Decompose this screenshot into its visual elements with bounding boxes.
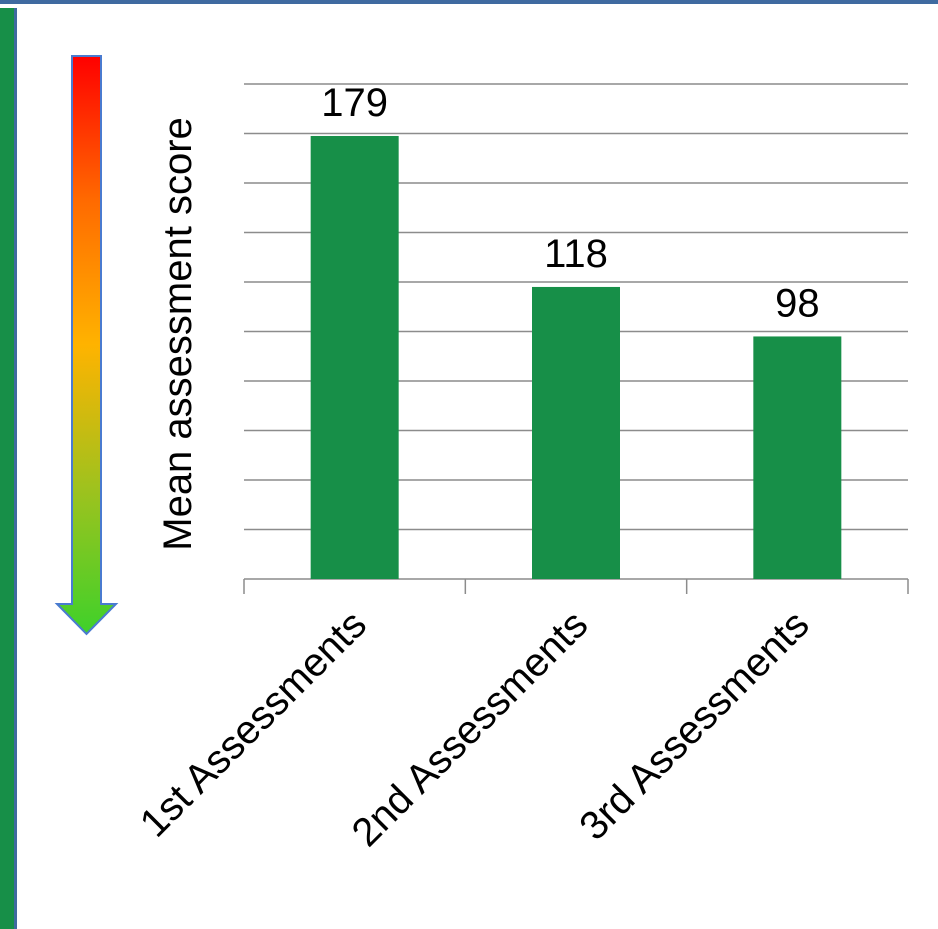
left-accent-stripe (0, 8, 14, 929)
y-axis-label: Mean assessment score (156, 117, 200, 551)
bar-chart: Mean assessment score 179 118 98 1st Asses… (54, 55, 909, 855)
bar-1 (310, 135, 399, 579)
bar-3 (753, 336, 842, 579)
data-label-3: 98 (775, 281, 820, 325)
x-tick-label-3: 3rd Assessments (571, 602, 817, 848)
x-tick-label-2: 2nd Assessments (344, 602, 597, 855)
bars (310, 135, 842, 579)
bar-2 (532, 286, 620, 579)
score-direction-arrow-icon (54, 55, 119, 636)
x-axis (243, 578, 909, 594)
left-accent-stripe-edge (14, 8, 17, 929)
data-label-1: 179 (321, 81, 388, 125)
data-labels: 179 118 98 (321, 81, 819, 325)
x-tick-label-1: 1st Assessments (132, 602, 375, 845)
data-label-2: 118 (544, 232, 608, 276)
